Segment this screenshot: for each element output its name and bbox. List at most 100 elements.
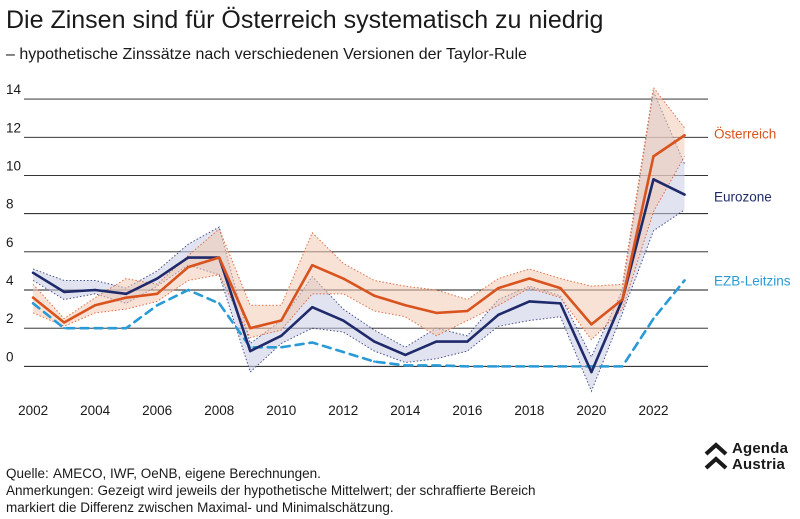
x-tick-label: 2006	[142, 403, 172, 418]
data-point-ezb-leitzins	[683, 279, 686, 282]
data-point-österreich	[652, 155, 655, 158]
band-max-eurozone	[32, 89, 685, 358]
legend-label-ezb-leitzins: EZB-Leitzins	[714, 273, 791, 288]
series-line-ezb-leitzins	[31, 279, 686, 368]
data-point-ezb-leitzins	[311, 341, 314, 344]
data-point-österreich	[93, 304, 97, 307]
data-point-österreich	[155, 292, 159, 296]
data-point-österreich	[528, 277, 531, 280]
series-lines	[31, 134, 686, 374]
x-tick-label: 2020	[576, 403, 606, 418]
data-point-eurozone	[280, 334, 283, 338]
data-point-österreich	[621, 298, 624, 301]
data-point-ezb-leitzins	[93, 326, 97, 330]
logo-line-1: Agenda	[732, 440, 789, 457]
data-point-eurozone	[62, 290, 66, 294]
line-labels: Österreich Eurozone EZB-Leitzins	[714, 126, 791, 288]
uncertainty-bands	[32, 86, 685, 393]
logo-text: Agenda Austria	[732, 441, 788, 473]
data-point-eurozone	[373, 340, 376, 343]
data-point-eurozone	[404, 353, 407, 357]
data-point-ezb-leitzins	[404, 364, 407, 367]
y-tick-label: 0	[6, 349, 14, 364]
data-point-österreich	[590, 323, 593, 326]
x-tick-label: 2004	[80, 403, 111, 418]
data-point-ezb-leitzins	[590, 365, 593, 368]
data-point-eurozone	[249, 349, 252, 353]
y-tick-label: 10	[6, 158, 21, 173]
data-point-eurozone	[497, 313, 500, 317]
x-tick-label: 2014	[390, 403, 421, 418]
y-tick-label: 8	[6, 197, 14, 212]
data-point-eurozone	[155, 277, 159, 280]
x-tick-label: 2018	[514, 403, 544, 418]
data-point-eurozone	[311, 305, 314, 309]
data-point-eurozone	[31, 271, 35, 275]
data-point-ezb-leitzins	[497, 365, 500, 368]
data-point-österreich	[62, 321, 66, 324]
data-point-ezb-leitzins	[466, 365, 469, 368]
data-point-österreich	[249, 326, 252, 330]
data-point-ezb-leitzins	[218, 302, 221, 305]
series-line-eurozone	[31, 177, 686, 374]
y-tick-label: 6	[6, 235, 14, 250]
band-eurozone	[33, 91, 685, 392]
data-point-eurozone	[466, 340, 469, 343]
data-point-österreich	[497, 286, 500, 290]
x-tick-label: 2002	[18, 403, 48, 418]
x-tick-label: 2010	[266, 403, 296, 418]
data-point-österreich	[342, 277, 345, 280]
x-tick-label: 2008	[204, 403, 234, 418]
data-point-ezb-leitzins	[342, 350, 345, 354]
data-point-eurozone	[528, 300, 531, 303]
data-point-ezb-leitzins	[435, 364, 438, 367]
data-point-eurozone	[559, 302, 562, 305]
data-point-eurozone	[342, 319, 345, 322]
chart-footer: Quelle: AMECO, IWF, OeNB, eigene Berechn…	[6, 465, 536, 516]
notes-line-1: Anmerkungen: Gezeigt wird jeweils der hy…	[6, 483, 536, 498]
data-point-eurozone	[683, 193, 686, 196]
data-point-eurozone	[186, 256, 190, 259]
data-point-eurozone	[652, 178, 655, 181]
data-point-österreich	[373, 294, 376, 297]
y-axis-ticks: 0 2 4 6 8 10 12 14	[6, 82, 22, 364]
chart-subtitle: – hypothetische Zinssätze nach verschied…	[6, 46, 527, 63]
source-label: Quelle:	[6, 466, 49, 481]
data-point-österreich	[186, 265, 190, 269]
x-tick-label: 2012	[328, 403, 358, 418]
data-point-eurozone	[435, 340, 438, 343]
y-tick-label: 2	[6, 311, 14, 326]
data-point-österreich	[435, 311, 438, 315]
y-tick-label: 12	[6, 120, 21, 135]
band-min-eurozone	[32, 209, 685, 393]
band-österreich	[33, 87, 685, 340]
legend-label-österreich: Österreich	[714, 126, 776, 141]
data-point-ezb-leitzins	[155, 304, 159, 307]
data-point-ezb-leitzins	[559, 365, 562, 368]
x-tick-label: 2022	[638, 403, 668, 418]
data-point-ezb-leitzins	[621, 365, 624, 368]
data-point-österreich	[124, 296, 128, 299]
source-line: Quelle: AMECO, IWF, OeNB, eigene Berechn…	[6, 465, 536, 482]
data-point-eurozone	[124, 292, 128, 296]
data-point-eurozone	[590, 370, 593, 374]
data-point-österreich	[683, 134, 686, 137]
data-point-österreich	[31, 296, 35, 299]
data-point-ezb-leitzins	[528, 365, 531, 368]
notes-line-2: markiert die Differenz zwischen Maximal-…	[6, 500, 394, 515]
series-line-österreich	[31, 134, 686, 330]
legend-label-eurozone: Eurozone	[714, 189, 772, 204]
data-point-ezb-leitzins	[31, 302, 35, 305]
line-chart: 0 2 4 6 8 10 12 14 2002 2004 2006 2008 2010 2012 2014…	[6, 82, 791, 418]
x-axis-ticks: 2002 2004 2006 2008 2010 2012 2014 2016 2018 2020…	[18, 403, 668, 418]
logo-line-2: Austria	[732, 456, 786, 473]
chart-title: Die Zinsen sind für Österreich systemati…	[6, 6, 604, 34]
data-point-ezb-leitzins	[124, 326, 128, 330]
source-text: AMECO, IWF, OeNB, eigene Berechnungen.	[53, 466, 321, 481]
data-point-österreich	[280, 319, 283, 322]
data-point-ezb-leitzins	[652, 317, 655, 320]
agenda-austria-logo: Agenda Austria	[704, 440, 800, 476]
data-point-österreich	[218, 256, 221, 259]
data-point-ezb-leitzins	[373, 360, 376, 363]
data-point-österreich	[466, 309, 469, 313]
